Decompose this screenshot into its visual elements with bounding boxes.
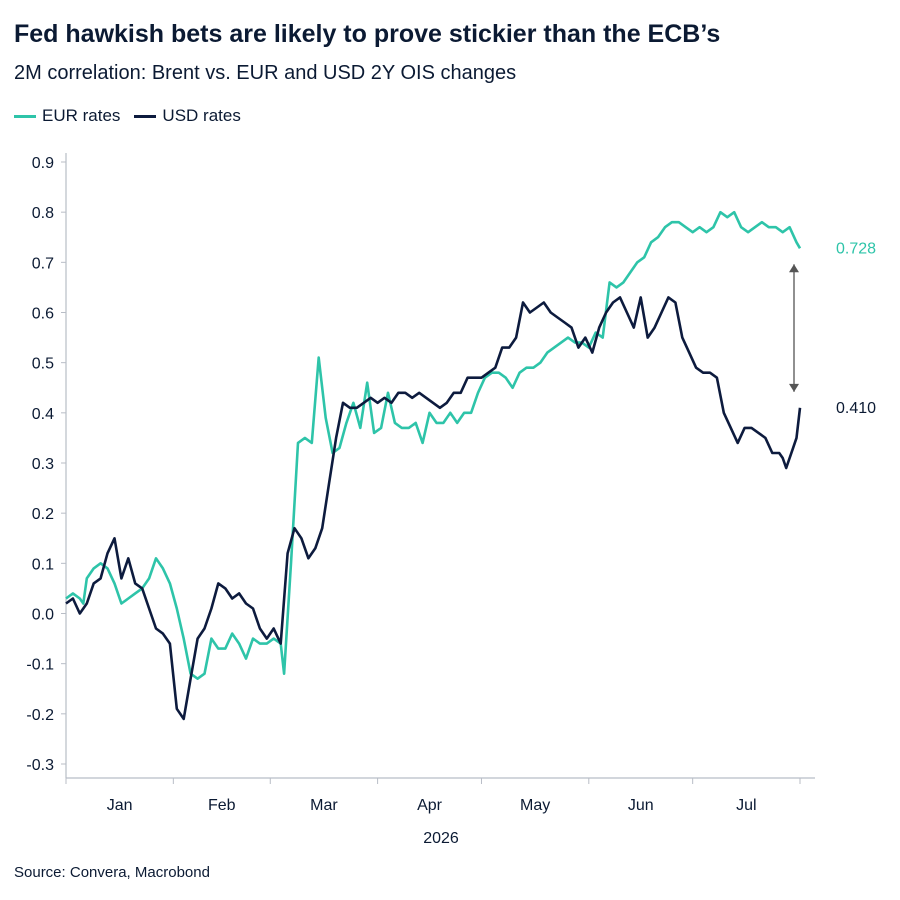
axes: -0.3 -0.2 -0.1 0.0 0.1 0.2 0.3 0.4 0.5 0.6 0.7 0.8 0… xyxy=(26,153,815,847)
gap-arrow-head-bottom xyxy=(789,383,799,392)
y-tick-label: -0.1 xyxy=(26,657,54,674)
y-tick-label: 0.4 xyxy=(32,406,54,423)
y-tick-label: -0.3 xyxy=(26,757,54,774)
legend: EUR rates USD rates xyxy=(14,106,241,126)
x-tick-label: Jan xyxy=(107,797,133,814)
eur-end-label: 0.728 xyxy=(836,240,876,257)
source-note: Source: Convera, Macrobond xyxy=(14,864,210,881)
y-tick-label: 0.1 xyxy=(32,556,54,573)
usd-rates-line xyxy=(65,296,802,721)
y-tick-label: 0.7 xyxy=(32,255,54,272)
y-tick-label: 0.8 xyxy=(32,205,54,222)
legend-label-usd: USD rates xyxy=(162,106,241,125)
chart-title: Fed hawkish bets are likely to prove sti… xyxy=(14,20,721,48)
legend-item-eur: EUR rates xyxy=(14,106,120,126)
x-axis-year-label: 2026 xyxy=(423,830,459,847)
legend-label-eur: EUR rates xyxy=(42,106,121,125)
y-tick-label: 0.2 xyxy=(32,506,54,523)
legend-item-usd: USD rates xyxy=(134,106,241,126)
x-tick-label: Jun xyxy=(628,797,654,814)
y-tick-label: 0.0 xyxy=(32,607,54,624)
x-tick-label: Apr xyxy=(417,797,443,814)
x-tick-label: Mar xyxy=(310,797,338,814)
annotation: 0.728 0.410 xyxy=(789,240,876,417)
y-tick-label: 0.6 xyxy=(32,306,54,323)
eur-rates-line xyxy=(65,210,802,680)
series-lines xyxy=(65,210,802,721)
chart-subtitle: 2M correlation: Brent vs. EUR and USD 2Y… xyxy=(14,62,517,84)
y-tick-label: 0.3 xyxy=(32,456,54,473)
legend-swatch-eur xyxy=(14,114,36,118)
legend-swatch-usd xyxy=(134,114,157,118)
gap-arrow-head-top xyxy=(789,264,799,273)
x-tick-label: Feb xyxy=(208,797,236,814)
x-tick-label: May xyxy=(520,797,550,814)
y-tick-label: -0.2 xyxy=(26,707,54,724)
usd-end-label: 0.410 xyxy=(836,400,876,417)
y-tick-label: 0.5 xyxy=(32,356,54,373)
y-tick-label: 0.9 xyxy=(32,155,54,172)
x-tick-label: Jul xyxy=(736,797,756,814)
